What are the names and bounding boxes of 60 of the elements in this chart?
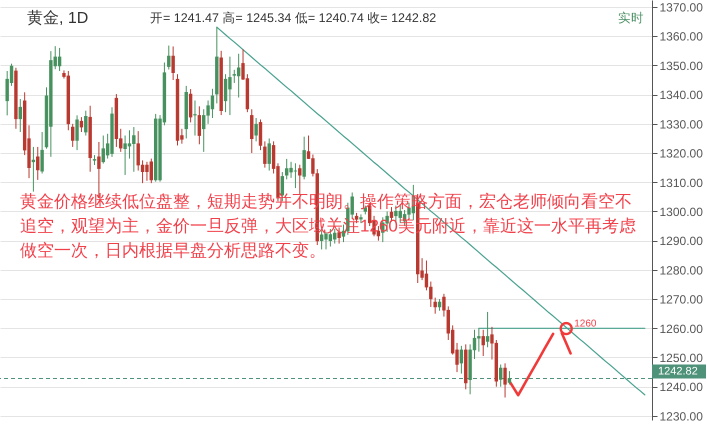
candlestick bbox=[486, 311, 490, 348]
y-tick-label: 1370.00 bbox=[660, 0, 704, 15]
candlestick bbox=[250, 108, 254, 154]
y-tick-label: 1290.00 bbox=[660, 234, 704, 248]
y-tick-label: 1260.00 bbox=[660, 322, 704, 336]
candlestick bbox=[298, 164, 302, 194]
y-tick-label: 1300.00 bbox=[660, 204, 704, 219]
candlestick bbox=[224, 74, 228, 113]
y-tick-label: 1310.00 bbox=[660, 176, 704, 190]
candlestick bbox=[70, 123, 74, 148]
text: 黄金, 1D bbox=[27, 9, 88, 27]
candlestick bbox=[433, 297, 437, 314]
candlestick bbox=[482, 329, 485, 357]
candlestick bbox=[460, 345, 464, 374]
candlestick bbox=[438, 298, 442, 312]
candlestick bbox=[294, 162, 298, 189]
candlestick bbox=[193, 100, 197, 136]
candlestick bbox=[145, 161, 149, 182]
candlestick bbox=[236, 53, 240, 98]
annotation: 1260 bbox=[574, 318, 597, 330]
candlestick bbox=[80, 116, 84, 133]
y-tick-label: 1240.00 bbox=[660, 380, 704, 394]
candlestick bbox=[228, 56, 232, 116]
candlestick bbox=[75, 114, 79, 151]
candlestick bbox=[324, 231, 328, 250]
candlestick bbox=[188, 88, 192, 123]
y-tick-label: 1350.00 bbox=[660, 58, 704, 73]
candlestick bbox=[18, 98, 22, 133]
y-tick-label: 1270.00 bbox=[660, 292, 704, 307]
y-tick-label: 1340.00 bbox=[660, 88, 704, 102]
candlestick bbox=[289, 161, 293, 178]
y-tick-label: 1230.00 bbox=[660, 409, 704, 424]
y-tick-label: 1280.00 bbox=[660, 263, 704, 278]
candlestick bbox=[498, 364, 502, 388]
text: 开= 1241.47 高= 1245.34 低= 1240.74 收= 1242.82 bbox=[150, 10, 436, 25]
candlestick bbox=[198, 106, 202, 145]
y-tick-label: 1330.00 bbox=[660, 117, 704, 132]
candlestick bbox=[92, 154, 96, 166]
candlestick bbox=[36, 146, 40, 180]
candlestick bbox=[123, 135, 127, 176]
y-tick-label: 1250.00 bbox=[660, 350, 704, 365]
candlestick bbox=[477, 328, 481, 352]
candlestick bbox=[503, 362, 507, 398]
candlestick bbox=[508, 370, 512, 386]
candlestick bbox=[58, 47, 62, 72]
candlestick bbox=[210, 88, 214, 118]
candlestick bbox=[171, 46, 175, 81]
y-tick-label: 1320.00 bbox=[660, 146, 704, 161]
candlestick bbox=[268, 138, 271, 172]
candlestick bbox=[84, 110, 88, 136]
candlestick bbox=[254, 117, 258, 142]
ref-line-label: 1242.82 bbox=[658, 365, 698, 378]
candlestick bbox=[32, 146, 36, 192]
y-tick-label: 1360.00 bbox=[660, 30, 704, 44]
candlestick bbox=[40, 132, 44, 174]
candlestick bbox=[263, 140, 267, 168]
candlestick bbox=[128, 130, 132, 160]
candlestick bbox=[167, 45, 170, 70]
candlestick bbox=[258, 118, 262, 151]
annotation: 实时 bbox=[618, 11, 644, 25]
